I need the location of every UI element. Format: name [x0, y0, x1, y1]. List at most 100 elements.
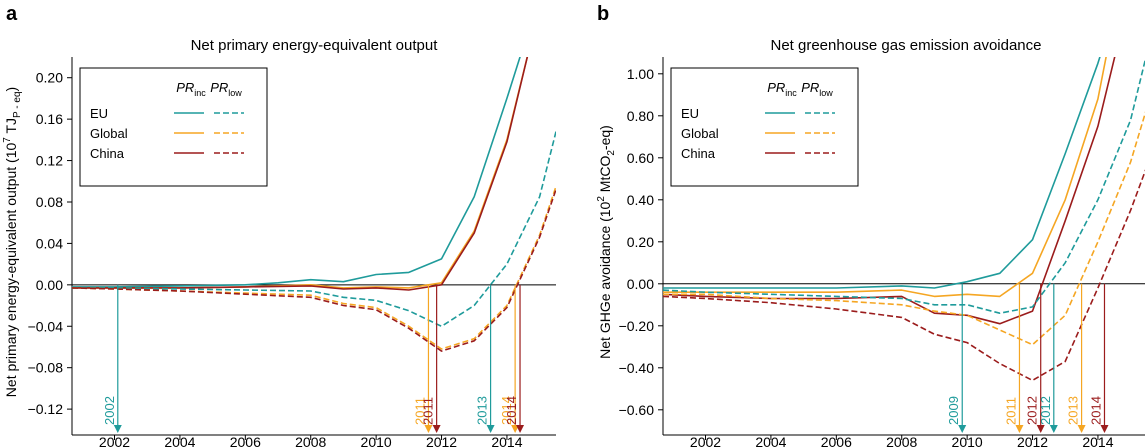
legend-box: [670, 67, 859, 187]
x-tick-label: 2006: [230, 434, 261, 447]
chart-title: Net greenhouse gas emission avoidance: [770, 37, 1041, 54]
series-group: [663, 57, 1145, 382]
y-axis-label-part: Net primary energy-equivalent output (10: [3, 143, 19, 398]
y-axis-label-part: MtCO: [597, 156, 613, 197]
breakeven-marker: 2013: [475, 284, 495, 433]
marker-arrowhead: [424, 425, 433, 433]
marker-arrowhead: [1049, 425, 1058, 433]
marker-arrowhead: [958, 425, 967, 433]
marker-arrowhead: [1015, 425, 1024, 433]
legend-header-low: PRlow: [801, 80, 833, 98]
marker-arrowhead: [516, 425, 525, 433]
legend-label: China: [90, 146, 125, 161]
legend-label: EU: [90, 106, 108, 121]
y-tick-label: 0.12: [36, 153, 63, 169]
y-tick-label: 0.40: [627, 192, 654, 208]
marker-year-label: 2014: [1088, 396, 1103, 425]
legend-header-sub: inc: [785, 88, 797, 98]
legend-header-main: PR: [176, 80, 194, 95]
series-line-eu-inc: [663, 57, 1101, 289]
y-tick-label: 0.20: [36, 70, 63, 86]
legend-label: EU: [681, 106, 699, 121]
series-line-global-low: [663, 111, 1145, 346]
marker-year-label: 2014: [504, 396, 519, 425]
y-tick-label: 0.20: [627, 234, 654, 250]
marker-year-label: 2014: [499, 396, 514, 425]
panel-letter: a: [6, 3, 18, 25]
legend-label: China: [681, 146, 716, 161]
panel-letter: b: [597, 3, 609, 25]
x-tick-label: 2010: [952, 434, 983, 447]
series-line-global-low: [72, 186, 556, 350]
y-axis-label-sup: 2: [596, 196, 607, 202]
legend-header-sub: low: [819, 88, 833, 98]
y-axis-label-part: -eq): [597, 125, 613, 150]
chart-panel-a: a Net primary energy-equivalent output −0.…: [2, 3, 556, 447]
y-tick-label: 0.00: [36, 277, 63, 293]
marker-arrowhead: [1077, 425, 1086, 433]
breakeven-marker: 2012: [1038, 283, 1058, 433]
x-tick-label: 2002: [99, 434, 130, 447]
x-tick-label: 2012: [1017, 434, 1048, 447]
marker-year-label: 2012: [1038, 396, 1053, 425]
legend-header-main: PR: [767, 80, 785, 95]
x-tick-label: 2002: [690, 434, 721, 447]
x-tick-label: 2010: [361, 434, 392, 447]
marker-year-label: 2011: [412, 397, 427, 425]
legend-label: Global: [681, 126, 719, 141]
y-tick-label: −0.08: [28, 360, 64, 376]
breakeven-marker: 2014: [499, 284, 520, 433]
y-tick-label: 0.08: [36, 194, 63, 210]
y-axis-label-sub: P - eq: [12, 91, 23, 118]
legend-label: Global: [90, 126, 128, 141]
breakeven-marker: 2014: [504, 284, 525, 433]
marker-year-label: 2002: [102, 396, 117, 425]
x-tick-label: 2004: [755, 434, 786, 447]
marker-year-label: 2011: [1003, 397, 1018, 425]
series-line-china-low: [72, 189, 556, 352]
y-axis-label-part: Net GHGe avoidance (10: [597, 201, 613, 358]
breakeven-marker: 2013: [1066, 283, 1086, 433]
marker-arrowhead: [113, 425, 122, 433]
y-tick-label: −0.04: [28, 318, 64, 334]
legend-header-low: PRlow: [210, 80, 242, 98]
series-group: [72, 57, 556, 352]
breakeven-marker: 2002: [102, 284, 122, 433]
y-tick-label: −0.12: [28, 401, 64, 417]
marker-arrowhead: [1100, 425, 1109, 433]
legend-header-inc: PRinc: [767, 80, 797, 98]
chart-panel-b: b Net greenhouse gas emission avoidance −0…: [596, 3, 1145, 447]
legend-header-inc: PRinc: [176, 80, 206, 98]
legend-header-main: PR: [801, 80, 819, 95]
series-line-eu-inc: [72, 57, 521, 288]
x-tick-label: 2008: [886, 434, 917, 447]
y-tick-label: 0.00: [627, 276, 654, 292]
x-tick-label: 2008: [295, 434, 326, 447]
legend-box: [79, 67, 268, 187]
y-tick-label: −0.40: [619, 360, 655, 376]
series-line-china-low: [663, 169, 1145, 382]
breakeven-marker: 2011: [421, 284, 441, 433]
marker-year-label: 2011: [421, 397, 436, 425]
breakeven-marker: 2009: [946, 283, 967, 433]
x-tick-label: 2004: [164, 434, 195, 447]
breakeven-marker: 2011: [412, 284, 433, 433]
marker-year-label: 2012: [1025, 396, 1040, 425]
y-tick-label: 0.60: [627, 150, 654, 166]
y-axis-label-sup: 7: [2, 137, 13, 143]
marker-arrowhead: [486, 425, 495, 433]
marker-arrowhead: [1036, 425, 1045, 433]
marker-year-label: 2013: [1066, 396, 1081, 425]
marker-year-label: 2009: [946, 396, 961, 425]
y-axis-label-sub: 2: [606, 150, 617, 156]
legend-header-sub: inc: [194, 88, 206, 98]
legend-header-sub: low: [228, 88, 242, 98]
breakeven-marker: 2012: [1025, 283, 1045, 433]
series-line-global-inc: [663, 57, 1107, 298]
chart-title: Net primary energy-equivalent output: [191, 37, 439, 54]
y-tick-label: 0.04: [36, 235, 63, 251]
breakeven-marker: 2011: [1003, 283, 1024, 433]
y-axis-label: Net primary energy-equivalent output (10…: [2, 87, 23, 397]
